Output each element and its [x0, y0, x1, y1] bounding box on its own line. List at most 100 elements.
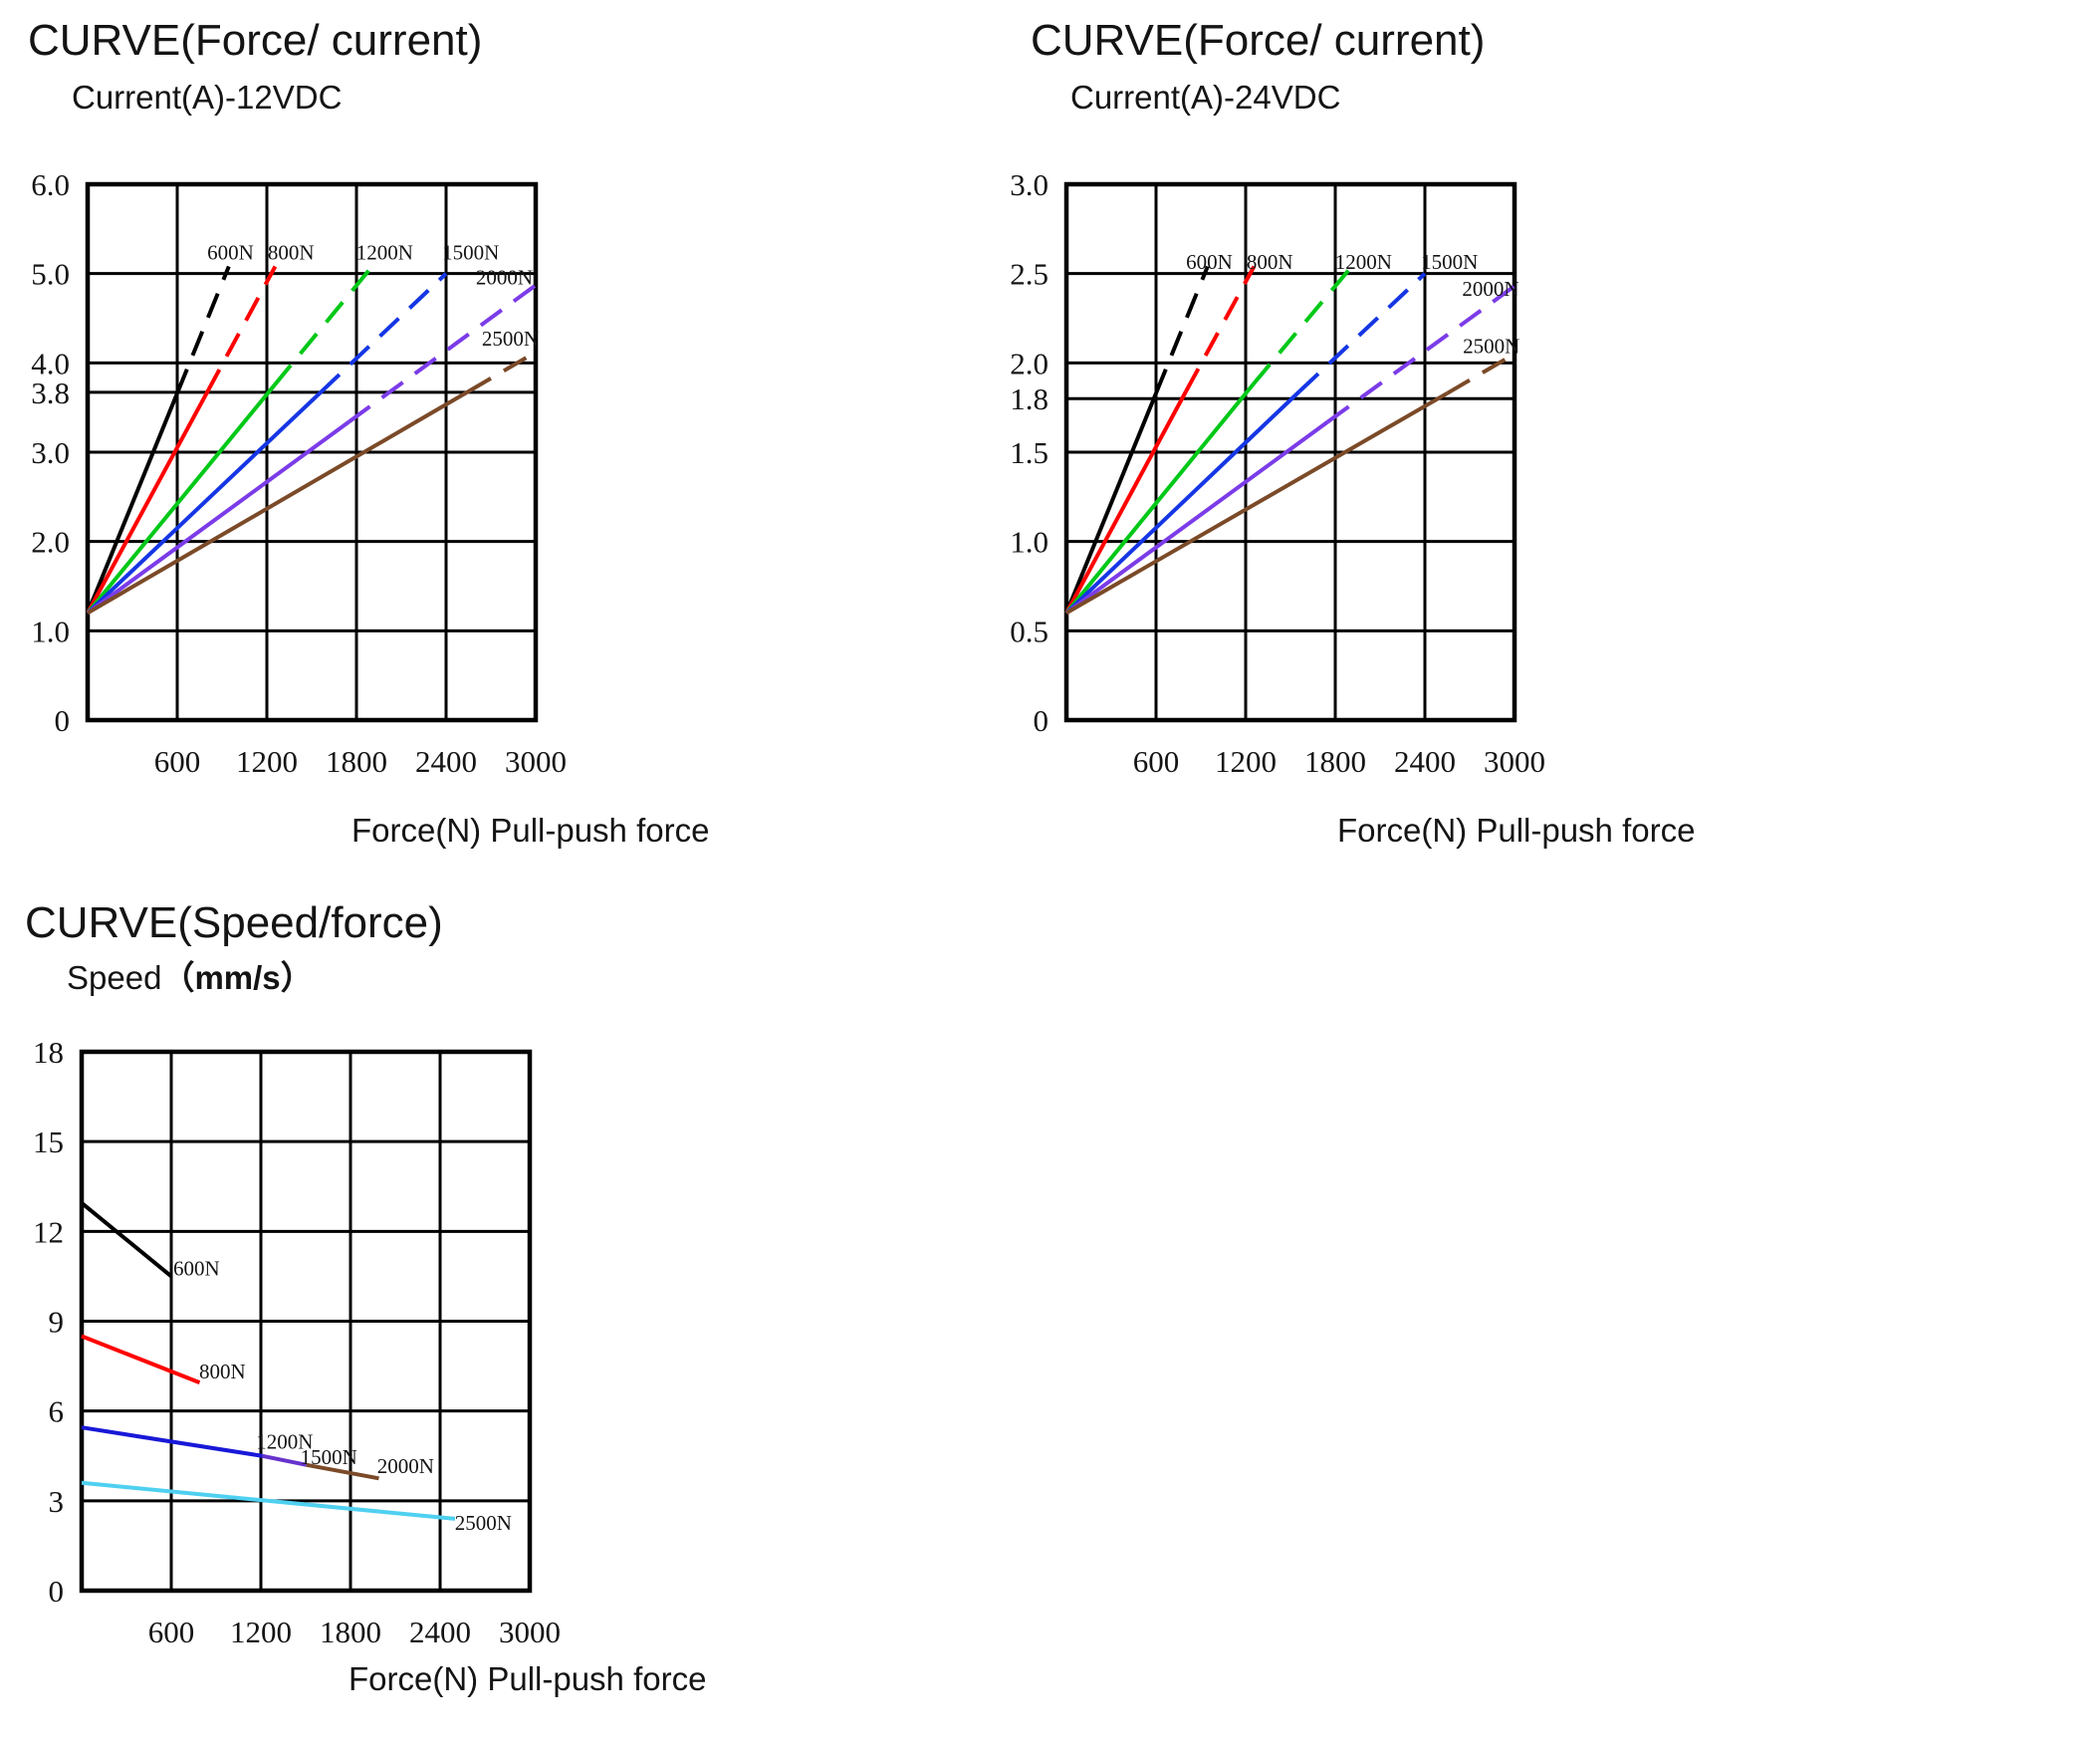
chart-title: CURVE(Speed/force)	[25, 898, 443, 947]
x-tick-label: 1800	[320, 1615, 381, 1649]
y-tick-label: 18	[33, 1035, 64, 1070]
series-line-solid-800N	[86, 390, 209, 615]
y-tick-label: 1.8	[1010, 381, 1049, 416]
series-line-solid-2000N	[1064, 419, 1329, 616]
y-tick-label: 6	[49, 1394, 65, 1429]
x-tick-label: 1200	[236, 744, 298, 779]
x-tick-label: 2400	[1394, 744, 1456, 779]
series-label-800N: 800N	[268, 240, 315, 264]
series-line-dashed-2500N	[467, 350, 538, 393]
series-label-800N: 800N	[199, 1360, 246, 1383]
series-line-solid-1500N	[1064, 389, 1301, 615]
chart-plot-2: 18 15 12 9 6 3 0 600 1200 1800 2400 3000 600N 800N 120…	[33, 1035, 561, 1649]
series-line-solid-1200N	[81, 1425, 263, 1458]
series-line-dashed-800N	[1184, 265, 1257, 392]
series-line-solid-800N	[1064, 390, 1188, 615]
series-label-1200N: 1200N	[256, 1430, 313, 1454]
series-label-800N: 800N	[1247, 250, 1293, 274]
x-tick-label: 2400	[415, 744, 477, 779]
y-tick-label: 3	[49, 1484, 65, 1519]
y-axis-title-unit: （mm/s）	[161, 959, 314, 996]
y-tick-label: 3.8	[31, 375, 70, 410]
y-tick-label: 0.5	[1010, 614, 1049, 648]
series-label-1200N: 1200N	[356, 240, 413, 264]
plot-border	[1063, 181, 1517, 723]
chart-title: CURVE(Force/ current)	[1031, 16, 1486, 65]
chart-plot-1: 3.0 2.5 2.01.8 1.5 1.0 0.5 0 600 1200 1800 2400 300…	[1010, 167, 1545, 779]
series-label-600N: 600N	[173, 1256, 220, 1280]
y-tick-label: 2.5	[1010, 257, 1049, 292]
series-line-dashed-2000N	[348, 283, 538, 424]
series-label-2000N: 2000N	[377, 1454, 434, 1478]
series-label-2000N: 2000N	[476, 265, 533, 289]
x-axis-title: Force(N) Pull-push force	[349, 1660, 707, 1697]
series-label-600N: 600N	[207, 240, 254, 264]
series-line-solid-2500N	[86, 389, 470, 616]
y-tick-label: 12	[33, 1214, 64, 1249]
series-line-dashed-600N	[1154, 265, 1210, 394]
series-line-dashed-2500N	[1446, 352, 1517, 395]
series-label-1500N: 1500N	[1421, 250, 1478, 274]
series-line-solid-600N	[1064, 392, 1158, 615]
plot-border	[85, 181, 539, 723]
y-tick-label: 4.0	[31, 346, 70, 380]
series-line-dashed-800N	[205, 265, 278, 393]
y-tick-label: 3.0	[1010, 167, 1049, 202]
y-tick-label: 0	[1034, 703, 1050, 738]
y-tick-label: 2.0	[31, 525, 70, 560]
plot-border	[79, 1049, 533, 1594]
y-axis-title: Speed（mm/s）	[67, 959, 314, 996]
chart-plot-0: 6.0 5.0 4.03.8 3.0 2.0 1.0 0 600 1200 1800 2400 300…	[31, 167, 567, 779]
y-tick-label: 1.5	[1010, 435, 1049, 470]
x-tick-label: 600	[154, 744, 201, 779]
series-line-dashed-1500N	[1297, 272, 1427, 393]
x-tick-label: 600	[148, 1615, 195, 1649]
y-tick-label: 0	[49, 1574, 65, 1609]
series-line-solid-2500N	[1065, 391, 1449, 616]
x-tick-label: 1800	[1304, 744, 1366, 779]
y-axis-title: Current(A)-12VDC	[72, 79, 343, 116]
series-line-solid-2000N	[86, 419, 350, 616]
x-tick-label: 1200	[1215, 744, 1277, 779]
series-line-solid-1200N	[86, 383, 277, 615]
y-tick-label: 15	[33, 1124, 64, 1159]
x-tick-label: 3000	[505, 744, 567, 779]
chart-title: CURVE(Force/ current)	[28, 16, 483, 65]
series-label-2500N: 2500N	[482, 327, 539, 351]
series-label-1500N: 1500N	[442, 240, 499, 264]
series-label-1200N: 1200N	[1335, 250, 1392, 274]
y-axis-title: Current(A)-24VDC	[1070, 79, 1341, 116]
series-label-2000N: 2000N	[1462, 277, 1518, 301]
x-tick-label: 3000	[499, 1615, 561, 1649]
y-axis-title-text: Speed	[67, 959, 162, 996]
y-tick-label: 6.0	[31, 167, 70, 202]
x-tick-label: 1800	[326, 744, 387, 779]
series-line-dashed-1200N	[1251, 268, 1351, 386]
x-tick-label: 600	[1133, 744, 1180, 779]
series-line-solid-2500N	[81, 1480, 456, 1521]
x-axis-title: Force(N) Pull-push force	[351, 812, 710, 849]
y-tick-label: 1.0	[31, 614, 70, 648]
y-tick-label: 3.0	[31, 435, 70, 470]
y-tick-label: 2.0	[1010, 346, 1049, 380]
series-line-dashed-1500N	[319, 272, 448, 394]
series-line-solid-600N	[86, 392, 179, 615]
series-line-solid-1500N	[86, 390, 323, 615]
series-line-solid-800N	[81, 1334, 201, 1384]
y-tick-label: 1.0	[1010, 525, 1049, 560]
series-line-solid-2000N	[306, 1462, 379, 1481]
series-line-dashed-600N	[175, 265, 231, 394]
series-line-dashed-1200N	[272, 267, 372, 387]
series-line-solid-600N	[80, 1201, 173, 1278]
x-tick-label: 3000	[1484, 744, 1545, 779]
y-tick-label: 9	[49, 1305, 65, 1340]
series-line-solid-1500N	[262, 1453, 308, 1467]
x-tick-label: 1200	[230, 1615, 292, 1649]
series-label-600N: 600N	[1186, 250, 1233, 274]
series-label-2500N: 2500N	[455, 1511, 512, 1535]
y-tick-label: 5.0	[31, 257, 70, 292]
series-label-2500N: 2500N	[1463, 334, 1519, 358]
x-axis-title: Force(N) Pull-push force	[1337, 812, 1696, 849]
